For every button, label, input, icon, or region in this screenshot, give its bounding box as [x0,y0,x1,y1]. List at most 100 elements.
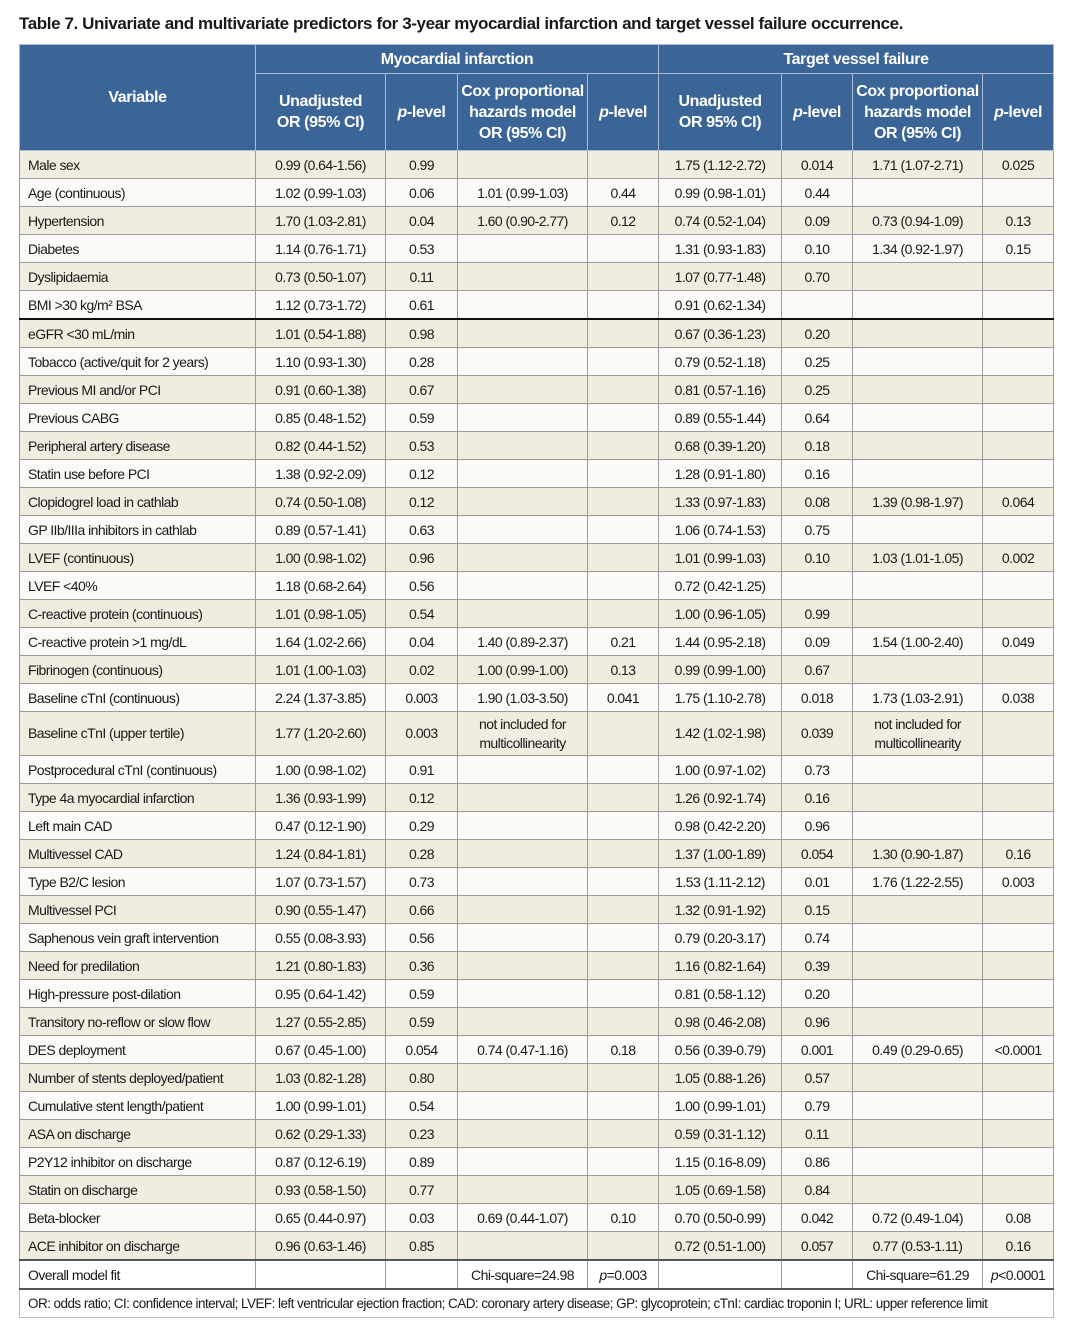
value-cell [457,571,588,600]
variable-cell: DES deployment [19,1035,256,1064]
header-line: OR 95% CI) [678,114,762,131]
value-cell: 0.12 [385,783,458,812]
table-row: GP IIb/IIIa inhibitors in cathlab 0.89 (0… [19,515,1055,544]
value-cell: 0.49 (0.29-0.65) [852,1035,984,1064]
value-cell: 0.018 [781,683,854,712]
value-cell: 0.038 [982,683,1055,712]
value-cell: 1.34 (0.92-1.97) [852,234,984,263]
value-cell: 0.20 [781,318,854,348]
value-cell: 0.54 [385,1091,458,1120]
value-cell: 0.20 [781,979,854,1008]
header-mi-p-level: p-level [385,73,458,151]
variable-cell: ACE inhibitor on discharge [19,1231,256,1261]
variable-cell: Left main CAD [19,811,256,840]
value-cell [982,1091,1055,1120]
table-row: ASA on discharge 0.62 (0.29-1.33) 0.23 0.59… [19,1119,1055,1148]
value-cell: 0.55 (0.08-3.93) [255,923,386,952]
table-title: Table 7. Univariate and multivariate pre… [19,14,904,33]
value-cell: p=0.003 [586,1259,660,1290]
value-cell [982,178,1055,207]
value-cell: 0.85 [385,1231,458,1261]
value-cell [457,431,588,460]
value-cell [586,1091,660,1120]
value-cell: 1.77 (1.20-2.60) [255,711,386,756]
value-cell: 0.77 (0.53-1.11) [852,1231,984,1261]
value-cell: 0.25 [781,375,854,404]
value-cell: 0.87 (0.12-6.19) [255,1147,386,1176]
value-cell [852,811,984,840]
table-row: Clopidogrel load in cathlab 0.74 (0.50-1.… [19,487,1055,516]
table-row: Peripheral artery disease 0.82 (0.44-1.52… [19,431,1055,460]
header-line: hazards model [864,103,971,121]
value-cell: 0.03 [385,1203,458,1232]
variable-cell: Number of stents deployed/patient [19,1063,256,1092]
value-cell: 0.53 [385,234,458,263]
value-cell [586,1007,660,1036]
variable-cell: Male sex [19,150,256,179]
value-cell [852,178,984,207]
variable-cell: Need for predilation [19,951,256,980]
value-cell [982,515,1055,544]
value-cell [586,1063,660,1092]
variable-cell: eGFR <30 mL/min [19,318,256,348]
value-cell [586,979,660,1008]
value-cell [457,347,588,376]
value-cell: 0.84 [781,1175,854,1204]
table-row: LVEF (continuous) 1.00 (0.98-1.02) 0.96 1.0… [19,543,1055,572]
table-body: Male sex 0.99 (0.64-1.56) 0.99 1.75 (1.12-2… [19,150,1055,1261]
value-cell [982,923,1055,952]
value-cell [852,1007,984,1036]
variable-cell: Postprocedural cTnI (continuous) [19,755,256,784]
table-row: C-reactive protein >1 mg/dL 1.64 (1.02-2.… [19,627,1055,656]
value-cell: 0.003 [385,683,458,712]
value-cell: 0.041 [586,683,660,712]
value-cell: 0.85 (0.48-1.52) [255,403,386,432]
value-cell: 0.74 (0.50-1.08) [255,487,386,516]
value-cell: 0.68 (0.39-1.20) [658,431,783,460]
value-cell: 1.12 (0.73-1.72) [255,290,386,320]
value-cell: 0.98 [385,318,458,348]
value-cell: 1.05 (0.88-1.26) [658,1063,783,1092]
value-cell: 0.79 (0.52-1.18) [658,347,783,376]
value-cell: 0.39 [781,951,854,980]
value-cell [457,1119,588,1148]
header-tvf-cox: Cox proportional hazards model OR (95% CI) [852,73,984,151]
value-cell: 0.13 [586,655,660,684]
value-cell: 0.16 [982,1231,1055,1261]
value-cell [982,375,1055,404]
value-cell: 1.00 (0.97-1.02) [658,755,783,784]
table-row: Saphenous vein graft intervention 0.55 (0… [19,923,1055,952]
value-cell: 1.03 (0.82-1.28) [255,1063,386,1092]
value-cell [457,599,588,628]
table-row: P2Y12 inhibitor on discharge 0.87 (0.12-6… [19,1147,1055,1176]
value-cell [982,599,1055,628]
table-row: Beta-blocker 0.65 (0.44-0.97) 0.03 0.69 (0.… [19,1203,1055,1232]
value-cell: 1.40 (0.89-2.37) [457,627,588,656]
value-cell [457,290,588,320]
value-cell [852,403,984,432]
value-cell: Chi-square=61.29 [852,1259,984,1290]
value-cell: 1.07 (0.77-1.48) [658,262,783,291]
value-cell: 0.67 (0.36-1.23) [658,318,783,348]
value-cell: 1.10 (0.93-1.30) [255,347,386,376]
table-row: Tobacco (active/quit for 2 years) 1.10 (0… [19,347,1055,376]
table-row: Transitory no-reflow or slow flow 1.27 (0… [19,1007,1055,1036]
variable-cell: Previous MI and/or PCI [19,375,256,404]
value-cell [457,262,588,291]
value-cell: 1.00 (0.99-1.01) [255,1091,386,1120]
variable-cell: C-reactive protein (continuous) [19,599,256,628]
value-cell [457,755,588,784]
value-cell [457,150,588,179]
value-cell: 0.72 (0.42-1.25) [658,571,783,600]
p-value: p<0.0001 [990,1266,1046,1283]
value-cell: 0.025 [982,150,1055,179]
value-cell: 0.25 [781,347,854,376]
value-cell [781,571,854,600]
value-cell: 0.59 [385,1007,458,1036]
value-cell [457,923,588,952]
value-cell: 0.73 [385,867,458,896]
value-cell: 0.11 [781,1119,854,1148]
value-cell [852,1175,984,1204]
table-row: Previous CABG 0.85 (0.48-1.52) 0.59 0.89 (0… [19,403,1055,432]
value-cell [586,347,660,376]
